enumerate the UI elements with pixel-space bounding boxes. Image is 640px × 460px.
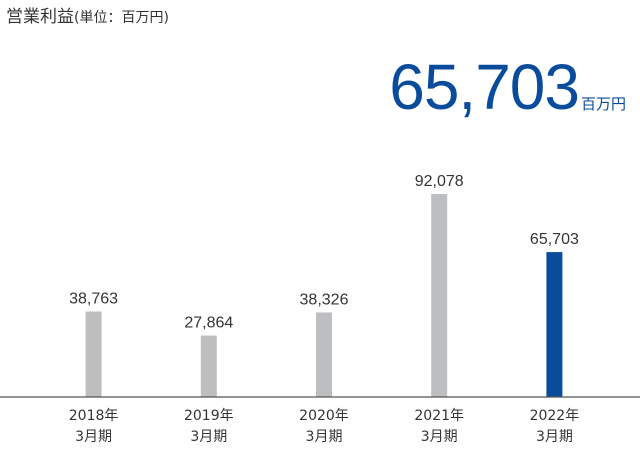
chart-title-unit: (単位：百万円) bbox=[74, 10, 169, 26]
x-tick-label-0-0: 2018年 bbox=[69, 408, 119, 424]
headline-unit: 百万円 bbox=[580, 95, 626, 113]
data-label-3: 92,078 bbox=[415, 173, 464, 190]
x-tick-label-4-0: 2022年 bbox=[530, 408, 580, 424]
chart-title-main: 営業利益 bbox=[6, 7, 74, 27]
x-tick-label-0-1: 3月期 bbox=[75, 429, 112, 445]
bar-1 bbox=[200, 335, 217, 397]
bar-0 bbox=[85, 311, 102, 397]
x-tick-label-1-0: 2019年 bbox=[184, 408, 234, 424]
data-label-4: 65,703 bbox=[530, 231, 579, 248]
data-label-2: 38,326 bbox=[300, 292, 349, 309]
headline-value: 65,703 bbox=[389, 51, 580, 123]
x-tick-label-2-0: 2020年 bbox=[299, 408, 349, 424]
x-tick-label-3-1: 3月期 bbox=[421, 429, 458, 445]
chart-title: 営業利益(単位：百万円) bbox=[6, 6, 169, 29]
bar-3 bbox=[431, 194, 448, 397]
x-tick-label-2-1: 3月期 bbox=[306, 429, 343, 445]
headline-figure: 65,703 百万円 bbox=[389, 52, 626, 122]
x-tick-label-1-1: 3月期 bbox=[190, 429, 227, 445]
data-label-1: 27,864 bbox=[184, 315, 233, 332]
bar-2 bbox=[316, 312, 332, 397]
x-tick-label-4-1: 3月期 bbox=[536, 429, 573, 445]
data-label-0: 38,763 bbox=[69, 291, 118, 308]
bar-4 bbox=[546, 252, 563, 397]
x-tick-label-3-0: 2021年 bbox=[414, 408, 464, 424]
